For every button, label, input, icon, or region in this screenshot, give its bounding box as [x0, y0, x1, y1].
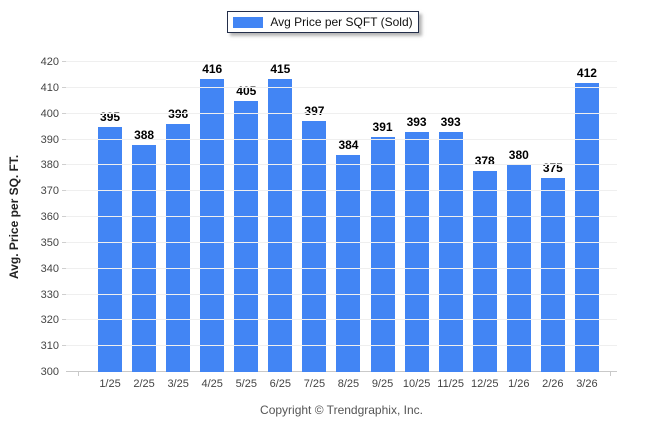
bar[interactable] — [200, 79, 225, 372]
bar-slot: 415 — [263, 62, 297, 372]
bar-slot: 393 — [400, 62, 434, 372]
y-axis-tick-label: 300 — [40, 366, 59, 378]
bar-value-label: 393 — [440, 114, 461, 129]
bar-value-label: 405 — [236, 83, 257, 98]
bar-value-label: 393 — [406, 114, 427, 129]
x-axis-start-tick — [78, 372, 79, 376]
legend-swatch-icon — [233, 16, 264, 28]
bar[interactable] — [268, 79, 293, 372]
bar-value-label: 375 — [542, 161, 563, 176]
y-axis-tick-label: 350 — [40, 236, 59, 249]
bar-value-label: 391 — [372, 119, 393, 134]
bar[interactable] — [336, 155, 361, 372]
bar[interactable] — [574, 82, 599, 372]
bar-value-label: 415 — [270, 62, 291, 76]
x-axis-labels: 1/25 2/25 3/25 4/25 5/25 6/25 7/25 8/25 9/25 10/2… — [93, 378, 604, 390]
bar[interactable] — [404, 131, 429, 372]
y-axis-tick-label: 410 — [40, 81, 59, 94]
bars-row: 395 388 396 416 405 415 397 384 391 393 393 378 380 3… — [93, 62, 604, 372]
bar[interactable] — [166, 124, 191, 372]
y-axis-title: Avg. Price per SQ. FT. — [7, 154, 21, 280]
bar[interactable] — [302, 121, 327, 372]
bar-slot: 384 — [331, 62, 365, 372]
y-axis-labels: 300 310 320 330 340 350 360 370 380 390 400 410 420 — [28, 56, 66, 378]
y-axis-tick-label: 420 — [40, 56, 59, 68]
bar-slot: 416 — [195, 62, 229, 372]
y-axis-tick-label: 400 — [40, 107, 59, 120]
plot-column: 395 388 396 416 405 415 397 384 391 393 393 378 380 3… — [62, 61, 617, 390]
bar-value-label: 378 — [474, 153, 495, 168]
y-axis-tick-label: 320 — [40, 314, 59, 327]
bar-slot: 395 — [93, 62, 127, 372]
y-axis-tick-label: 330 — [40, 288, 59, 301]
legend: Avg Price per SQFT (Sold) — [227, 11, 419, 33]
bar-value-label: 395 — [100, 109, 121, 124]
bar[interactable] — [506, 165, 531, 372]
x-axis-tick-label: 11/25 — [437, 378, 465, 390]
x-axis-tick-label: 4/25 — [201, 378, 223, 390]
x-axis-tick-label: 6/25 — [269, 378, 292, 390]
x-axis-tick-label: 1/26 — [508, 378, 530, 390]
x-axis-tick-label: 3/25 — [167, 378, 189, 390]
bar-value-label: 397 — [304, 104, 325, 119]
y-axis-tick-label: 390 — [40, 133, 59, 146]
x-axis-tick-label: 2/25 — [133, 378, 155, 390]
bar-value-label: 384 — [338, 138, 359, 152]
y-axis-tick-label: 360 — [40, 211, 59, 223]
bar-slot: 405 — [229, 62, 263, 372]
bar-slot: 375 — [536, 62, 570, 372]
bar[interactable] — [370, 136, 395, 372]
x-axis-tick-label: 5/25 — [235, 378, 257, 390]
bar-value-label: 388 — [134, 127, 155, 142]
x-axis-tick-label: 10/25 — [402, 378, 431, 390]
x-axis-tick-label: 12/25 — [470, 378, 499, 390]
copyright-text: Copyright © Trendgraphix, Inc. — [260, 403, 423, 417]
x-axis-tick-label: 8/25 — [337, 378, 360, 390]
bar[interactable] — [132, 144, 157, 372]
bar-value-label: 416 — [202, 62, 223, 76]
x-axis-end-tick — [610, 372, 611, 376]
bar-slot: 397 — [297, 62, 331, 372]
bar-slot: 378 — [468, 62, 502, 372]
bar-slot: 388 — [127, 62, 161, 372]
bar-value-label: 396 — [168, 107, 189, 121]
bar[interactable] — [234, 100, 259, 372]
bar-slot: 396 — [161, 62, 195, 372]
bar[interactable] — [438, 131, 463, 372]
x-axis-tick-label: 3/26 — [576, 378, 598, 390]
y-axis-tick-label: 310 — [40, 340, 59, 353]
x-axis-tick-label: 9/25 — [371, 378, 394, 390]
y-axis-tick-label: 380 — [40, 159, 59, 172]
bar-slot: 393 — [434, 62, 468, 372]
x-axis-tick-label: 7/25 — [303, 378, 326, 390]
bar[interactable] — [540, 178, 565, 372]
x-axis-tick-label: 2/26 — [542, 378, 564, 390]
bar-slot: 380 — [502, 62, 536, 372]
bar-slot: 412 — [570, 62, 604, 372]
bar-value-label: 412 — [576, 65, 597, 80]
chart-area: Avg. Price per SQ. FT. 300 310 320 330 340 35… — [0, 56, 646, 390]
legend-label: Avg Price per SQFT (Sold) — [270, 15, 413, 29]
bar[interactable] — [472, 170, 497, 372]
plot-area: 395 388 396 416 405 415 397 384 391 393 393 378 380 3… — [62, 61, 617, 376]
bar-value-label: 380 — [508, 148, 529, 163]
y-axis-tick-label: 370 — [40, 185, 59, 198]
bar-slot: 391 — [366, 62, 400, 372]
y-axis-tick-label: 340 — [40, 262, 59, 275]
bar[interactable] — [98, 126, 123, 372]
x-axis-tick-label: 1/25 — [99, 378, 121, 390]
